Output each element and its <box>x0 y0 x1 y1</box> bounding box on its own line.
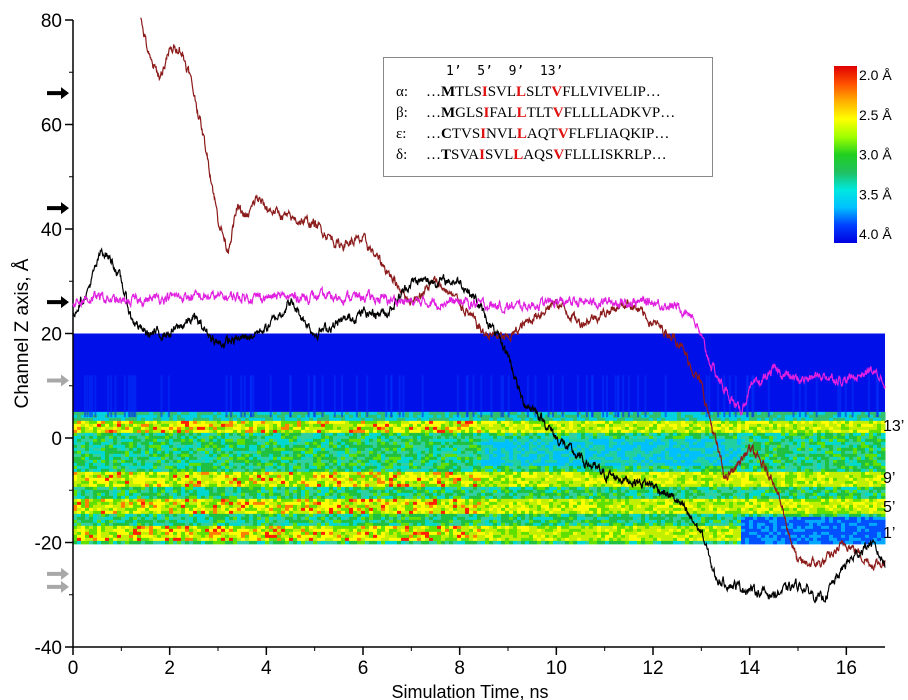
highlight-residue: L <box>516 126 527 142</box>
sequence-label: ε: <box>396 126 407 142</box>
highlight-residue: I <box>483 105 490 121</box>
highlight-residue: V <box>557 126 569 142</box>
black-arrow-icon <box>47 296 69 309</box>
x-tick-label: 16 <box>836 658 857 679</box>
series-line-3 <box>72 285 886 417</box>
sequence-segment: FLLVIVELIP… <box>562 84 661 100</box>
x-tick-label: 8 <box>454 658 465 679</box>
highlight-residue: V <box>552 105 564 121</box>
sequence-segment: FLLLISKRLP… <box>564 147 667 163</box>
sequence-segment: NVL <box>486 126 517 142</box>
colorbar-label: 2.5 Å <box>859 107 892 123</box>
y-tick-label: 20 <box>41 325 62 346</box>
gray-arrow-icon <box>47 374 69 387</box>
x-tick-label: 2 <box>164 658 175 679</box>
sequence-segment: TLS <box>455 84 482 100</box>
black-arrow-icon <box>47 87 69 100</box>
sequence-prefix: … <box>426 126 441 142</box>
sequence-start-residue: T <box>441 147 452 163</box>
y-tick-label: -40 <box>35 638 62 659</box>
x-tick-label: 6 <box>358 658 369 679</box>
gray-arrow-icon <box>47 580 69 593</box>
sequence-segment: TVS <box>451 126 481 142</box>
sequence-row: δ: …TSVAISVLLAQSVFLLLISKRLP… <box>396 147 667 164</box>
sequence-prefix: … <box>426 105 441 121</box>
highlight-residue: V <box>551 84 563 100</box>
sequence-segment: SVL <box>484 147 514 163</box>
x-tick-label: 10 <box>546 658 567 679</box>
y-tick-label: 80 <box>41 11 62 32</box>
y-tick-label: 60 <box>41 116 62 137</box>
band-label: 9’ <box>883 470 895 487</box>
band-label: 13’ <box>883 418 904 435</box>
sequence-segment: FLFLIAQKIP… <box>568 126 670 142</box>
sequence-segment: TLT <box>526 105 553 121</box>
sequence-segment: FAL <box>489 105 517 121</box>
sequence-alignment-box: 1’ 5’ 9’ 13’ α: …MTLSISVLLSLTVFLLVIVELIP…… <box>383 57 713 177</box>
series-line-2 <box>72 247 886 604</box>
black-arrow-icon <box>47 202 69 215</box>
colorbar-label: 4.0 Å <box>859 226 892 242</box>
sequence-row: β: …MGLSIFALLTLTVFLLLLADKVP… <box>396 105 675 122</box>
x-axis-label: Simulation Time, ns <box>391 682 548 700</box>
residue-positions: 1’ 5’ 9’ 13’ <box>446 64 564 79</box>
highlight-residue: L <box>516 105 527 121</box>
sequence-segment: SVL <box>487 84 517 100</box>
y-tick-label: 0 <box>51 429 62 450</box>
band-label: 1’ <box>883 525 895 542</box>
highlight-residue: L <box>513 147 524 163</box>
x-tick-label: 12 <box>642 658 663 679</box>
sequence-label: α: <box>396 84 409 100</box>
y-tick-label: 40 <box>41 220 62 241</box>
colorbar <box>834 66 857 243</box>
sequence-segment: AQS <box>523 147 554 163</box>
sequence-start-residue: M <box>441 84 456 100</box>
highlight-residue: I <box>479 147 485 163</box>
x-tick-label: 4 <box>261 658 272 679</box>
highlight-residue: I <box>481 84 488 100</box>
gray-arrow-icon <box>47 567 69 580</box>
colorbar-label: 2.0 Å <box>859 67 892 83</box>
sequence-segment: SLT <box>526 84 552 100</box>
sequence-segment: FLLLLADKVP… <box>563 105 676 121</box>
sequence-start-residue: M <box>441 105 456 121</box>
sequence-start-residue: C <box>441 126 452 142</box>
y-axis-label: Channel Z axis, Å <box>12 258 33 408</box>
x-tick-label: 14 <box>739 658 761 679</box>
highlight-residue: L <box>516 84 527 100</box>
colorbar-label: 3.5 Å <box>859 186 892 202</box>
sequence-segment: SVA <box>451 147 480 163</box>
x-tick-label: 0 <box>68 658 79 679</box>
sequence-segment: AQT <box>526 126 558 142</box>
sequence-label: δ: <box>396 147 408 163</box>
highlight-residue: I <box>480 126 487 142</box>
sequence-row: ε: …CTVSINVLLAQTVFLFLIAQKIP… <box>396 126 669 143</box>
sequence-segment: GLS <box>455 105 484 121</box>
highlight-residue: V <box>553 147 565 163</box>
series-line-1 <box>140 17 886 571</box>
sequence-prefix: … <box>426 147 441 163</box>
sequence-row: α: …MTLSISVLLSLTVFLLVIVELIP… <box>396 84 661 101</box>
sequence-prefix: … <box>426 84 441 100</box>
sequence-label: β: <box>396 105 408 121</box>
y-tick-label: -20 <box>35 534 62 555</box>
band-label: 5’ <box>883 499 895 516</box>
colorbar-label: 3.0 Å <box>859 147 892 163</box>
